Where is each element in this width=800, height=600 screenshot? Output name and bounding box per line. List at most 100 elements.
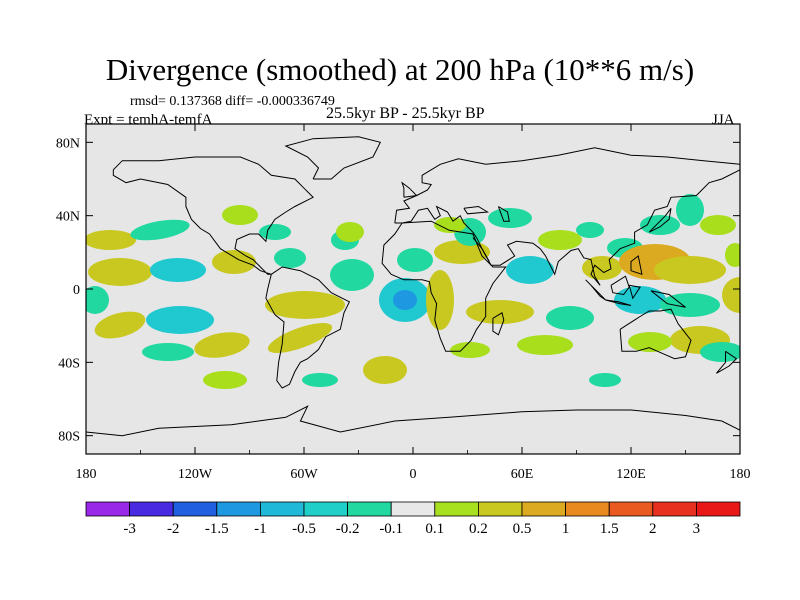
colorbar-swatch (172, 501, 218, 517)
coastline (463, 205, 490, 215)
colorbar-label: 2 (649, 521, 657, 537)
colorbar-swatch (303, 501, 348, 517)
divergence-anomaly (434, 217, 466, 233)
divergence-anomaly (86, 230, 136, 250)
colorbar-swatch (696, 501, 741, 517)
divergence-anomaly (142, 343, 194, 361)
colorbar-label: 0.5 (513, 521, 532, 537)
divergence-anomaly (488, 208, 532, 228)
colorbar-label: 3 (693, 521, 701, 537)
chart-title: Divergence (smoothed) at 200 hPa (10**6 … (105, 52, 695, 87)
divergence-anomaly (722, 277, 740, 313)
divergence-anomaly (506, 256, 554, 284)
coastlines (86, 136, 740, 437)
divergence-anomaly (267, 323, 333, 353)
divergence-anomaly (628, 332, 672, 352)
colorbar-swatch (347, 501, 392, 517)
coastline (716, 350, 738, 374)
colorbar-swatch (85, 501, 130, 517)
lon-tick-label: 60E (511, 467, 534, 482)
divergence-anomaly (700, 215, 736, 235)
colorbar-swatch (216, 501, 261, 517)
colorbar-swatch (608, 501, 654, 517)
colorbar-swatch (565, 501, 610, 517)
colorbar-label: -3 (123, 521, 136, 537)
coastline (472, 237, 490, 262)
lon-tick-label: 0 (410, 467, 417, 482)
divergence-anomaly (546, 306, 594, 330)
lon-tick-label: 180 (730, 467, 751, 482)
lon-tick-label: 180 (76, 467, 97, 482)
colorbar-swatch (434, 501, 479, 517)
divergence-anomaly (614, 286, 666, 314)
rmsd-diff-stats: rmsd= 0.137368 diff= -0.000336749 (130, 94, 335, 109)
coastline (610, 275, 630, 296)
divergence-anomaly (212, 250, 256, 274)
colorbar-label: -0.2 (336, 521, 360, 537)
divergence-anomaly (274, 248, 306, 268)
coastline (492, 312, 505, 336)
divergence-anomaly (654, 256, 726, 284)
divergence-anomaly (450, 342, 490, 358)
colorbar-label: 1.5 (600, 521, 619, 537)
coastline (265, 266, 351, 389)
colorbar-label: -1 (254, 521, 267, 537)
coastline (585, 279, 606, 301)
coastline (648, 208, 672, 233)
divergence-anomaly (363, 356, 407, 384)
coastline (394, 169, 740, 286)
coastline (650, 290, 686, 308)
coastline (401, 181, 418, 198)
divergence-anomaly (86, 286, 109, 314)
divergence-anomaly (130, 219, 190, 241)
colorbar-label: 0.1 (425, 521, 444, 537)
coastline (394, 147, 740, 224)
coastline (86, 405, 740, 437)
divergence-anomaly (146, 306, 214, 334)
lat-tick-label: 40S (58, 356, 80, 371)
divergence-anomaly (203, 371, 247, 389)
coastline (605, 299, 632, 306)
lon-tick-label: 120E (616, 467, 646, 482)
coastline (112, 156, 314, 275)
lat-tick-label: 40N (56, 210, 80, 225)
divergence-anomaly (640, 215, 680, 235)
divergence-anomaly (576, 222, 604, 238)
divergence-anomaly (660, 293, 720, 317)
lat-tick-label: 0 (73, 283, 80, 298)
divergence-anomaly (302, 373, 338, 387)
divergence-anomaly (434, 240, 490, 264)
divergence-anomaly (700, 342, 740, 362)
divergence-anomaly (336, 222, 364, 242)
divergence-anomaly (265, 291, 345, 319)
colorbar-label: -1.5 (205, 521, 229, 537)
divergence-anomaly (88, 258, 152, 286)
colorbar-swatch (477, 501, 523, 517)
colorbar-label: -2 (167, 521, 180, 537)
coastline (284, 136, 382, 180)
coastline (628, 284, 641, 300)
divergence-anomaly (676, 194, 704, 226)
divergence-anomaly (725, 243, 740, 267)
divergence-anomaly (94, 311, 146, 339)
colorbar-swatch (129, 501, 174, 517)
divergence-anomaly (538, 230, 582, 250)
colorbar-swatch (652, 501, 697, 517)
divergence-anomaly (397, 248, 433, 272)
divergence-anomaly (222, 205, 258, 225)
lon-tick-label: 120W (178, 467, 213, 482)
coastline (497, 206, 510, 222)
colorbar-swatch (390, 501, 436, 517)
period-label: 25.5kyr BP - 25.5kyr BP (326, 105, 485, 122)
divergence-field (86, 194, 740, 389)
divergence-anomaly (589, 373, 621, 387)
divergence-anomaly (582, 256, 622, 280)
axis-ticks: 80N 40N 0 40S 80S 180 120W 60W 0 60E 120E 180 (56, 124, 751, 482)
divergence-anomaly (517, 335, 573, 355)
colorbar: -3 -2 -1.5 -1 -0.5 -0.2 -0.1 0.1 0.2 0.5 1 1.5 2 3 (85, 501, 741, 537)
divergence-anomaly (393, 290, 417, 310)
colorbar-label: -0.1 (379, 521, 403, 537)
divergence-anomaly (426, 270, 454, 330)
colorbar-swatch (521, 501, 566, 517)
